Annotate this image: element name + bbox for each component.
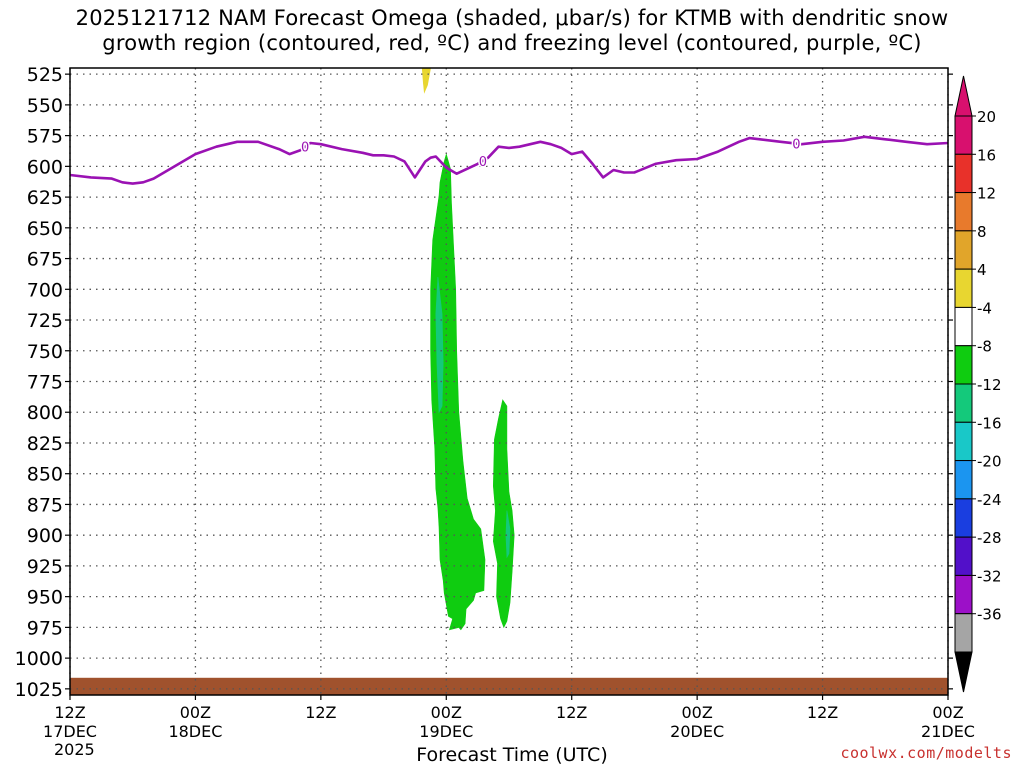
y-tick-label: 575 <box>27 126 63 148</box>
x-tick-label-date: 18DEC <box>168 722 222 741</box>
legend-label: 4 <box>977 261 987 279</box>
legend-swatch <box>954 345 973 385</box>
legend-label: -32 <box>977 567 1002 585</box>
freezing-level-contour-label: 0 <box>792 138 800 153</box>
y-tick-label: 925 <box>27 556 63 578</box>
y-tick-label: 650 <box>27 218 63 240</box>
y-tick-label: 900 <box>27 525 63 547</box>
legend-swatch <box>954 153 973 194</box>
x-tick-label-time: 00Z <box>932 703 963 722</box>
legend-label: -24 <box>977 491 1002 509</box>
x-tick-label-time: 12Z <box>54 703 85 722</box>
legend-label: -8 <box>977 338 992 356</box>
year-label: 2025 <box>54 740 95 759</box>
y-tick-label: 1025 <box>15 679 63 701</box>
omega-shaded-area <box>430 153 486 631</box>
chart-title-line-2: growth region (contoured, red, ºC) and f… <box>102 31 922 55</box>
y-tick-label: 800 <box>27 402 63 424</box>
x-tick-label-time: 12Z <box>807 703 838 722</box>
y-tick-label: 625 <box>27 187 63 209</box>
legend-label: -28 <box>977 529 1002 547</box>
credit-label: coolwx.com/modelts <box>840 744 1012 762</box>
y-tick-label: 975 <box>27 617 63 639</box>
legend-swatch <box>954 574 973 615</box>
y-tick-label: 525 <box>27 64 63 86</box>
legend-label: 20 <box>977 108 996 126</box>
chart-title: 2025121712 NAM Forecast Omega (shaded, μ… <box>0 6 1024 56</box>
x-tick-label-time: 12Z <box>305 703 336 722</box>
legend-swatch <box>954 383 973 423</box>
y-tick-label: 750 <box>27 341 63 363</box>
x-tick-label-date: 20DEC <box>670 722 724 741</box>
legend-swatch <box>954 268 973 308</box>
legend-swatch <box>954 460 973 500</box>
legend-swatch <box>954 306 973 347</box>
y-tick-label: 950 <box>27 587 63 609</box>
freezing-level-line <box>69 135 949 185</box>
legend-label: 16 <box>977 146 996 164</box>
legend-swatch <box>954 421 973 462</box>
x-tick-label-time: 12Z <box>556 703 587 722</box>
y-tick-label: 600 <box>27 156 63 178</box>
legend-label: 12 <box>977 185 996 203</box>
x-tick-label-date: 17DEC <box>43 722 97 741</box>
y-tick-label: 675 <box>27 249 63 271</box>
legend-swatch <box>954 498 973 538</box>
freezing-level-contour-label: 0 <box>479 155 487 170</box>
omega-shaded-area <box>492 399 515 629</box>
x-tick-label-date: 19DEC <box>419 722 473 741</box>
legend-swatch <box>954 230 973 270</box>
omega-shaded-area <box>435 276 444 414</box>
y-tick-label: 850 <box>27 464 63 486</box>
y-tick-label: 550 <box>27 95 63 117</box>
x-tick-label-time: 00Z <box>681 703 712 722</box>
legend-swatch <box>954 115 973 155</box>
legend-label: -12 <box>977 376 1002 394</box>
legend-swatch <box>954 536 973 576</box>
y-tick-label: 700 <box>27 279 63 301</box>
legend-label: -36 <box>977 606 1002 624</box>
legend-label: -20 <box>977 453 1002 471</box>
y-tick-label: 775 <box>27 372 63 394</box>
legend-cap-top <box>954 75 973 117</box>
y-tick-label: 725 <box>27 310 63 332</box>
legend-label: -4 <box>977 299 992 317</box>
legend-cap-bottom <box>954 651 973 693</box>
freezing-level-contour-label: 0 <box>301 141 309 156</box>
legend-label: -16 <box>977 414 1002 432</box>
terrain-band <box>70 677 948 695</box>
x-tick-label-time: 00Z <box>180 703 211 722</box>
legend-swatch <box>954 613 973 653</box>
y-tick-label: 875 <box>27 494 63 516</box>
x-tick-label-time: 00Z <box>431 703 462 722</box>
omega-shaded-area <box>505 510 511 559</box>
legend-swatch <box>954 192 973 232</box>
y-tick-label: 825 <box>27 433 63 455</box>
legend-label: 8 <box>977 223 987 241</box>
y-tick-label: 1000 <box>15 648 63 670</box>
x-axis-label: Forecast Time (UTC) <box>416 744 608 766</box>
x-tick-label-date: 21DEC <box>921 722 975 741</box>
chart-title-line-1: 2025121712 NAM Forecast Omega (shaded, μ… <box>75 6 949 30</box>
